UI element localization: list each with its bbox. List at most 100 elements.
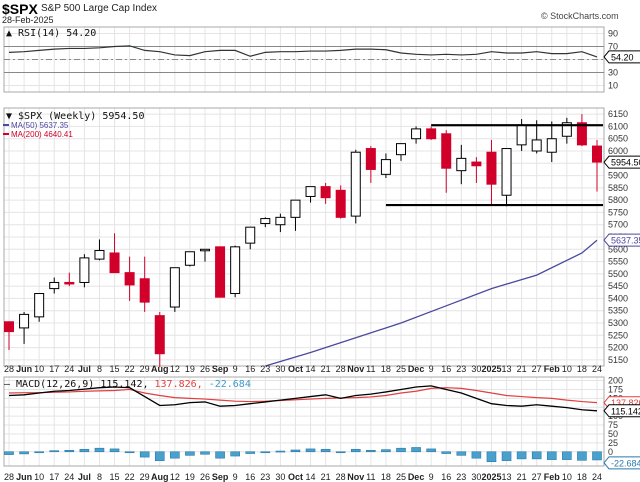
x-tick-label: Nov	[347, 364, 364, 374]
candle	[64, 272, 75, 287]
y-tick-label: 200	[608, 376, 623, 386]
candle-body	[260, 218, 271, 224]
candle	[501, 148, 512, 207]
x-tick-label: 12	[170, 364, 180, 374]
y-tick-label: 5550	[608, 257, 628, 267]
x-tick-label: 2025	[481, 364, 501, 374]
candle	[350, 149, 361, 224]
macd-histogram-bar	[154, 451, 165, 461]
x-tick-label: 2025	[481, 472, 501, 482]
y-tick-label: 6100	[608, 121, 628, 131]
rsi-legend: ▲ RSI(14) 54.20	[6, 28, 96, 39]
x-tick-label: 10	[34, 364, 44, 374]
candle-body	[592, 145, 602, 163]
candle	[275, 213, 286, 233]
macd-last-value: 115.142	[611, 406, 640, 416]
macd-histogram-bar	[320, 448, 331, 453]
macd-histogram-bar	[396, 447, 406, 453]
candle	[154, 311, 165, 368]
x-tick-label: 25	[396, 364, 406, 374]
candle	[290, 199, 301, 231]
x-tick-label: 24	[64, 472, 74, 482]
y-tick-label: 10	[608, 81, 618, 91]
x-tick-label: Aug	[151, 364, 169, 374]
candle	[215, 246, 226, 298]
candle	[320, 182, 331, 204]
candle	[49, 277, 60, 294]
macd-histogram-bar	[170, 451, 180, 459]
candle-body	[124, 272, 135, 286]
x-tick-label: 16	[441, 364, 451, 374]
x-tick-label: 19	[185, 364, 195, 374]
x-tick-label: 28	[4, 364, 14, 374]
candle	[592, 139, 602, 192]
macd-histogram-bar	[516, 451, 527, 460]
x-tick-label: Jun	[16, 472, 32, 482]
ma200-legend: MA(200) 4640.41	[11, 130, 73, 139]
macd-histogram-bar	[471, 451, 482, 459]
x-tick-label: 23	[456, 364, 466, 374]
x-tick-label: 25	[396, 472, 406, 482]
candle-body	[64, 281, 75, 285]
y-tick-label: 6000	[608, 146, 628, 156]
macd-histogram-bar	[366, 450, 376, 453]
candle	[335, 185, 346, 219]
y-tick-label: 5800	[608, 195, 628, 205]
x-tick-label: Jul	[78, 364, 91, 374]
x-tick-label: 16	[245, 364, 255, 374]
x-tick-label: 24	[592, 472, 602, 482]
candle-body	[576, 122, 587, 146]
macd-histogram-bar	[501, 451, 512, 461]
candle-body	[561, 122, 572, 137]
symbol-title: $SPX	[2, 1, 38, 17]
candle-body	[456, 157, 467, 172]
x-tick-label: 27	[532, 364, 542, 374]
x-tick-label: 14	[306, 364, 316, 374]
y-tick-label: 5600	[608, 244, 628, 254]
x-tick-label: Oct	[288, 472, 303, 482]
candle	[441, 130, 452, 193]
macd-legend-part: -22.684	[209, 379, 251, 390]
candle	[245, 226, 256, 250]
x-tick-label: 16	[441, 472, 451, 482]
macd-histogram-bar	[441, 451, 452, 454]
y-tick-label: 25	[608, 438, 618, 448]
y-tick-label: 5700	[608, 220, 628, 230]
macd-histogram-bar	[275, 450, 286, 453]
x-tick-label: 26	[200, 364, 210, 374]
candle	[576, 114, 587, 147]
x-tick-label: 9	[429, 364, 434, 374]
x-tick-label: 18	[381, 472, 391, 482]
candle	[79, 254, 90, 288]
candle-body	[320, 186, 331, 199]
x-tick-label: 28	[336, 364, 346, 374]
macd-histogram-bar	[124, 451, 135, 454]
candle-body	[305, 186, 316, 197]
macd-legend-part: 137.826,	[155, 379, 209, 390]
candle-body	[486, 151, 497, 185]
candle	[94, 239, 105, 261]
x-tick-label: 16	[245, 472, 255, 482]
candle-body	[200, 248, 210, 252]
x-tick-label: 22	[125, 364, 135, 374]
x-tick-label: 10	[562, 472, 572, 482]
candle-body	[531, 139, 542, 152]
x-tick-label: 12	[170, 472, 180, 482]
price-panel: 6150610060506000595059005850580057505700…	[3, 107, 640, 368]
macd-histogram-bar	[426, 448, 436, 453]
macd-histogram-bar	[245, 451, 256, 454]
y-tick-label: 5150	[608, 355, 628, 365]
macd-histogram-bar	[230, 451, 240, 457]
y-tick-label: 5450	[608, 281, 628, 291]
x-tick-label: 10	[34, 472, 44, 482]
x-tick-label: 13	[502, 472, 512, 482]
x-tick-label: 23	[260, 364, 270, 374]
x-tick-label: 24	[64, 364, 74, 374]
macd-histogram-bar	[546, 451, 557, 460]
macd-panel: 2001751501251007550250— MACD(12,26,9) 11…	[3, 376, 640, 470]
y-tick-label: 6050	[608, 134, 628, 144]
x-tick-label: 17	[49, 472, 59, 482]
rsi-last-value: 54.20	[611, 52, 634, 62]
